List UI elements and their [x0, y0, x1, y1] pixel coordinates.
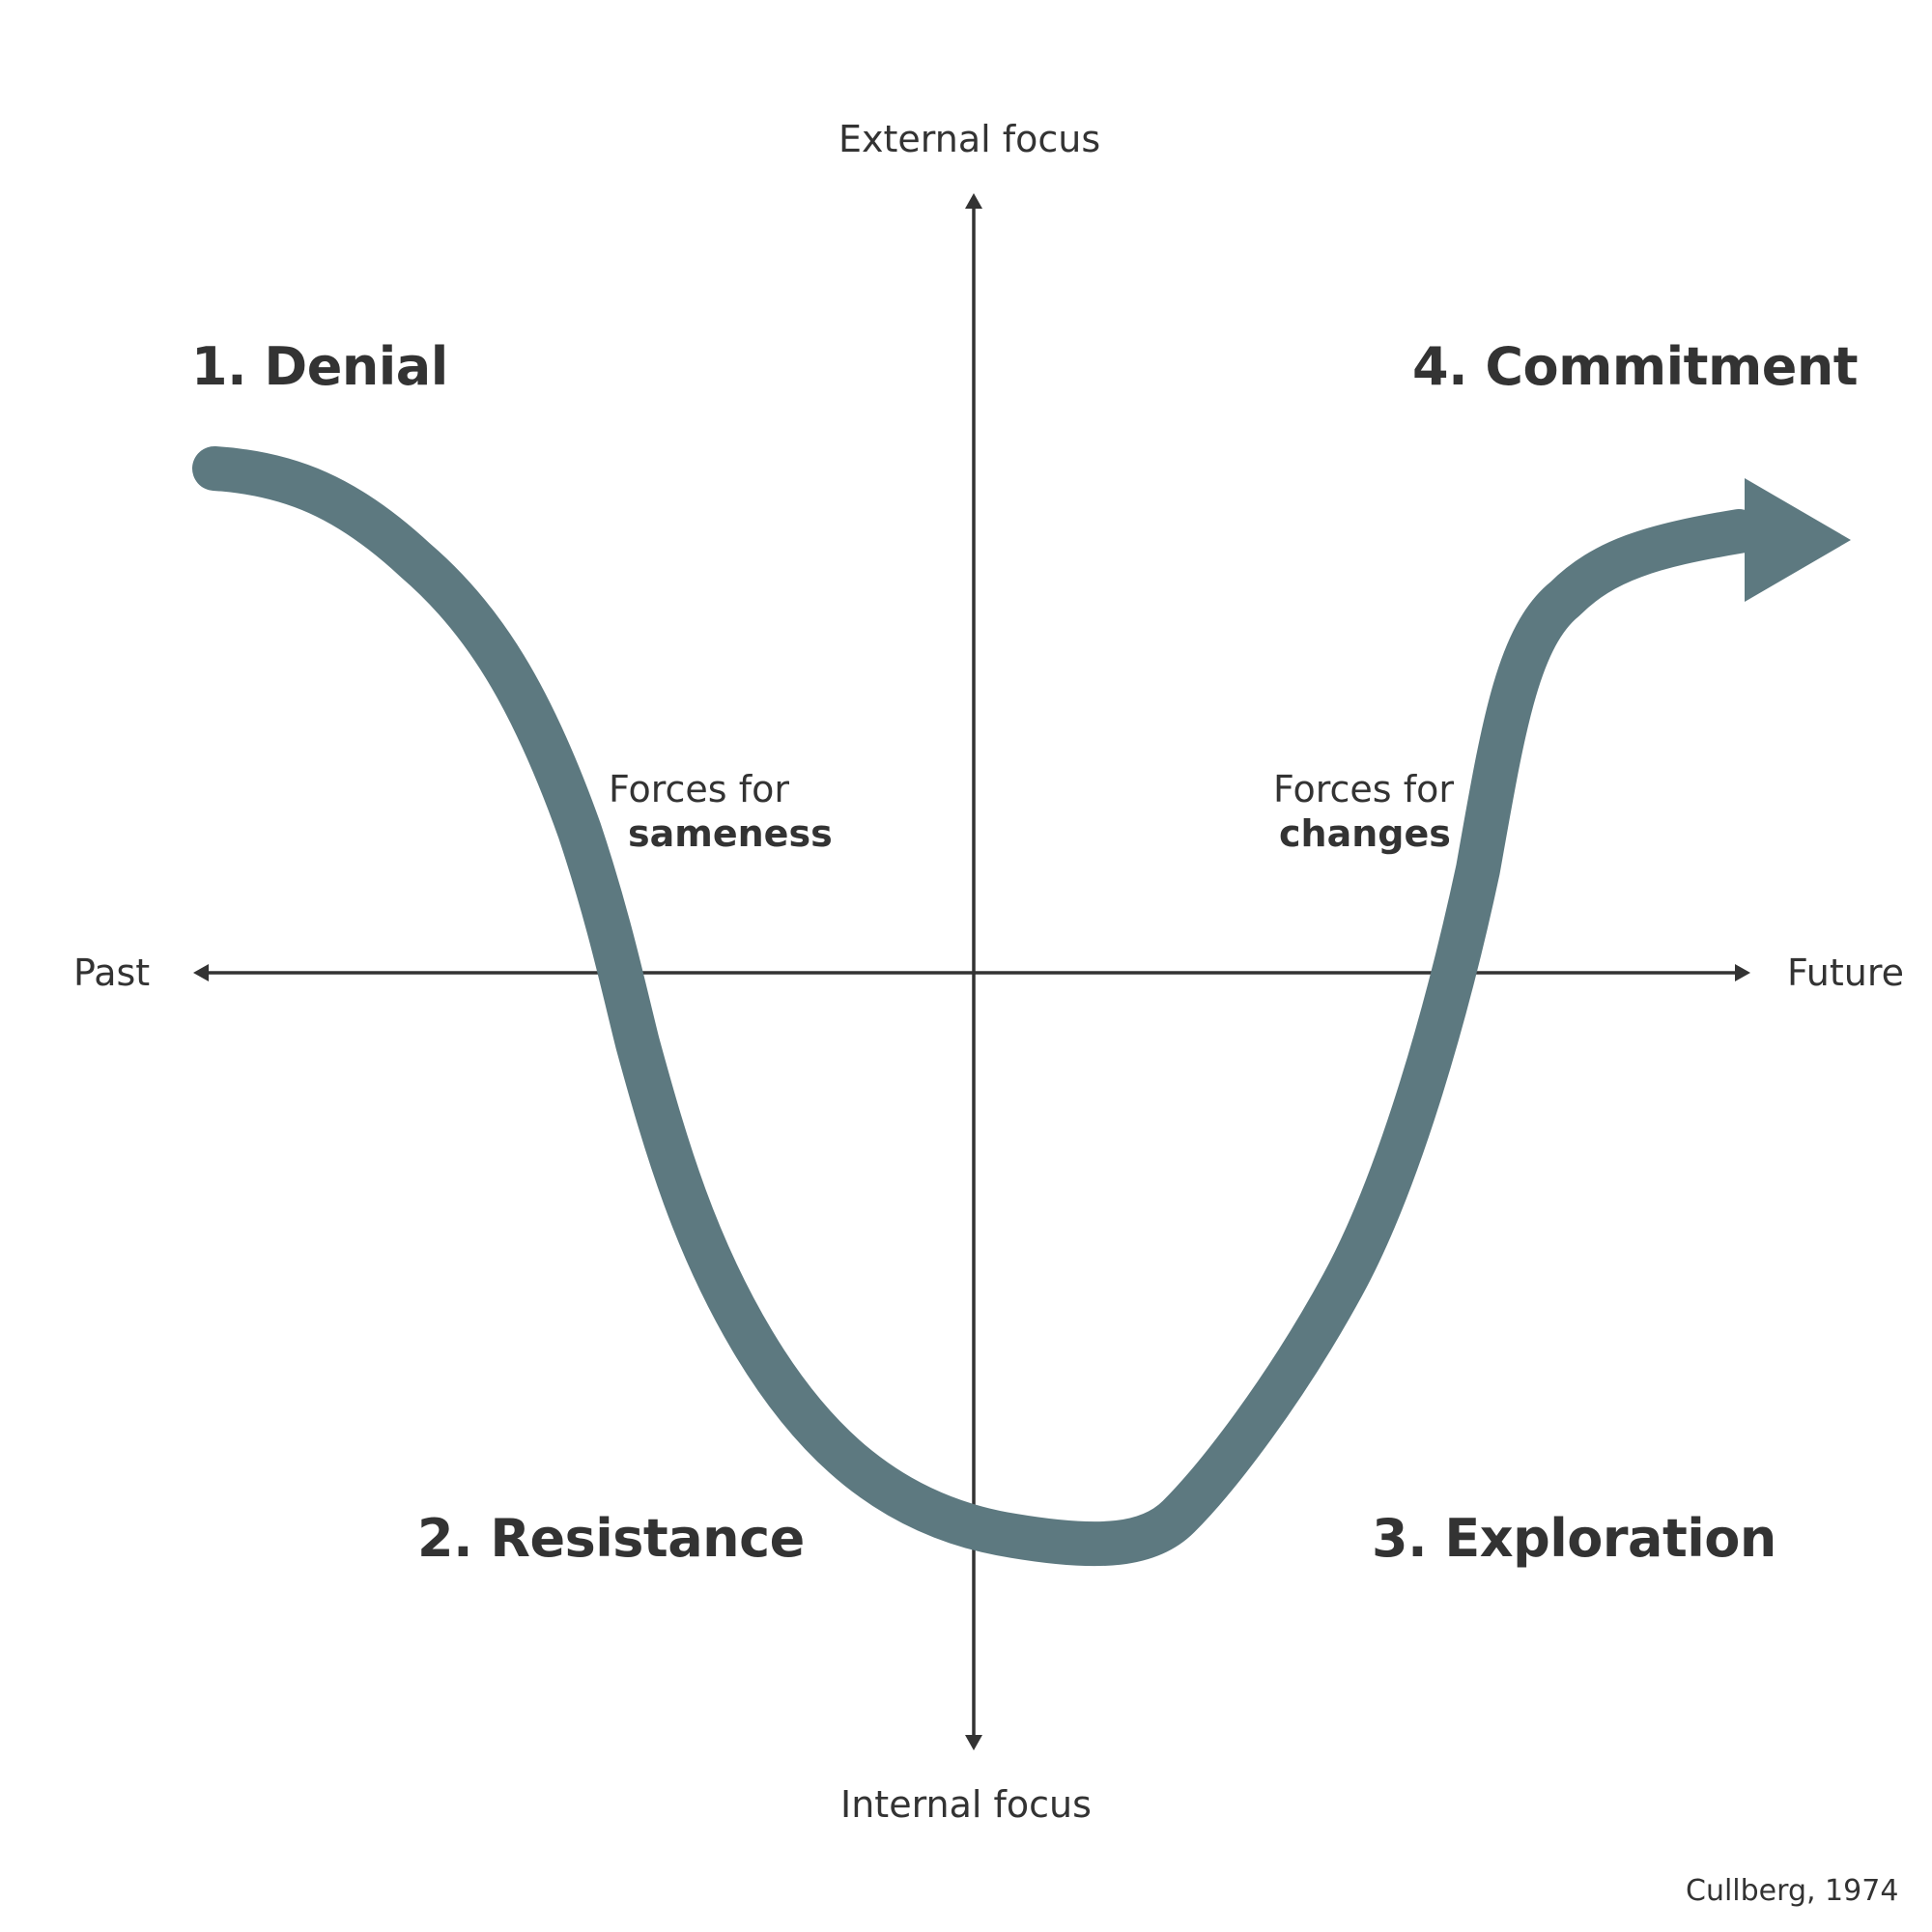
stage-label-exploration: 3. Exploration: [1372, 1508, 1776, 1569]
vertical-axis-bottom-arrow: [965, 1735, 982, 1750]
axis-label-left: Past: [73, 952, 151, 994]
forces-for-changes-label: Forces for changes: [1273, 768, 1454, 856]
axis-label-right: Future: [1787, 952, 1905, 994]
change-curve: [192, 446, 1761, 1567]
axis-label-top: External focus: [838, 118, 1101, 160]
forces-sameness-strong: sameness: [628, 811, 833, 855]
horizontal-axis-left-arrow: [193, 964, 209, 981]
source-citation: Cullberg, 1974: [1686, 1874, 1899, 1908]
horizontal-axis-right-arrow: [1735, 964, 1750, 981]
axis-label-bottom: Internal focus: [840, 1783, 1092, 1826]
stage-label-denial: 1. Denial: [191, 336, 448, 397]
vertical-axis-top-arrow: [965, 193, 982, 209]
stage-label-resistance: 2. Resistance: [417, 1508, 805, 1569]
stage-label-commitment: 4. Commitment: [1412, 336, 1859, 397]
forces-changes-prefix: Forces for: [1273, 768, 1454, 810]
forces-for-sameness-label: Forces for sameness: [609, 768, 833, 856]
forces-sameness-prefix: Forces for: [609, 768, 789, 810]
forces-changes-strong: changes: [1279, 811, 1451, 855]
change-curve-arrowhead: [1745, 478, 1851, 602]
